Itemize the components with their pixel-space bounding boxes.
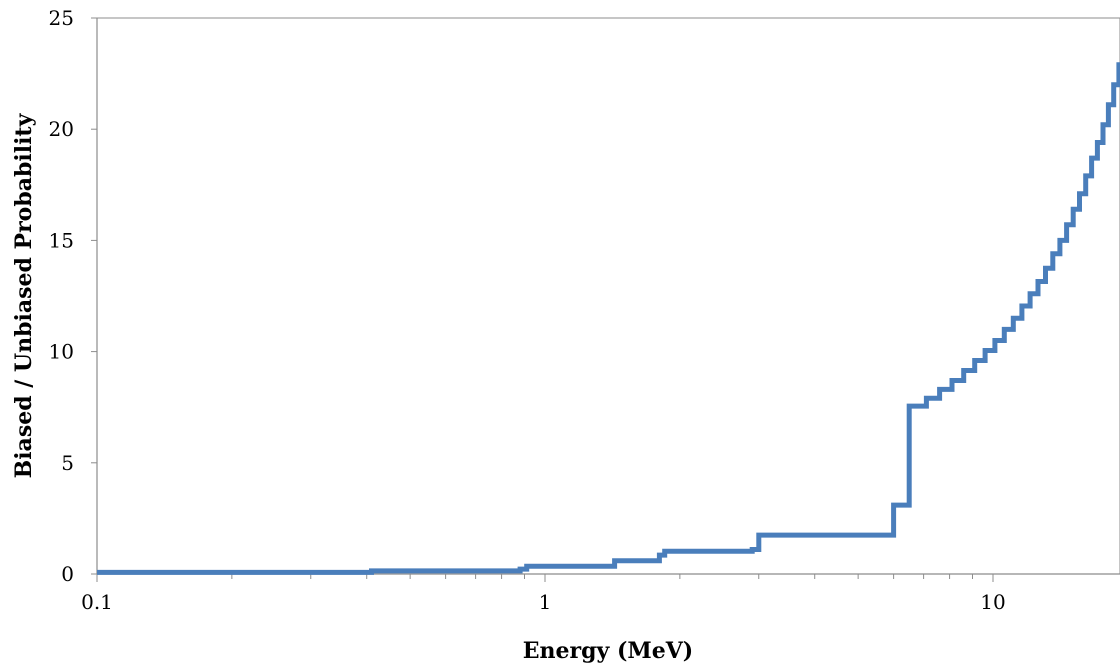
plot-frame: [96, 17, 1120, 575]
ticks: 0 5 10 15 20 25 0.1 1 10: [49, 6, 1006, 614]
y-tick-label: 5: [61, 451, 74, 475]
y-tick-label: 20: [49, 117, 74, 141]
x-tick-label: 10: [980, 590, 1005, 614]
plot-area: [96, 17, 1120, 575]
y-axis-title: Biased / Unbiased Probability: [11, 112, 37, 478]
series-layer: [97, 62, 1120, 575]
y-tick-label: 0: [61, 562, 74, 586]
x-axis-title: Energy (MeV): [523, 638, 693, 664]
y-tick-label: 25: [49, 6, 74, 30]
y-tick-label: 10: [49, 340, 74, 364]
axes: [96, 18, 1120, 575]
x-tick-label: 0.1: [81, 590, 113, 614]
y-tick-label: 15: [49, 228, 74, 252]
series-line: [97, 62, 1120, 575]
x-tick-label: 1: [539, 590, 552, 614]
